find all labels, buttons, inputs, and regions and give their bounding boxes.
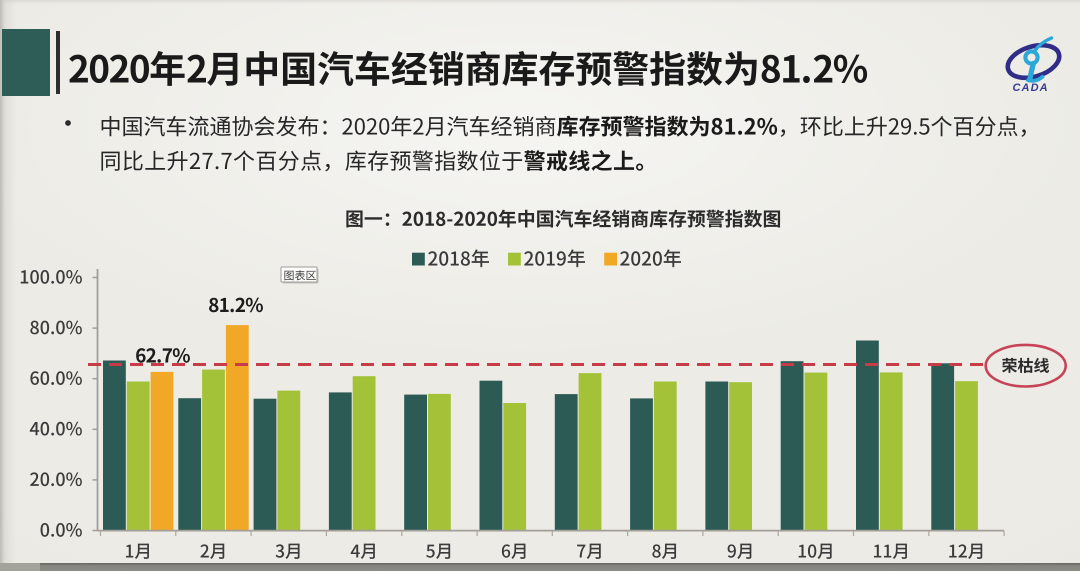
svg-text:CADA: CADA [1013, 82, 1049, 94]
